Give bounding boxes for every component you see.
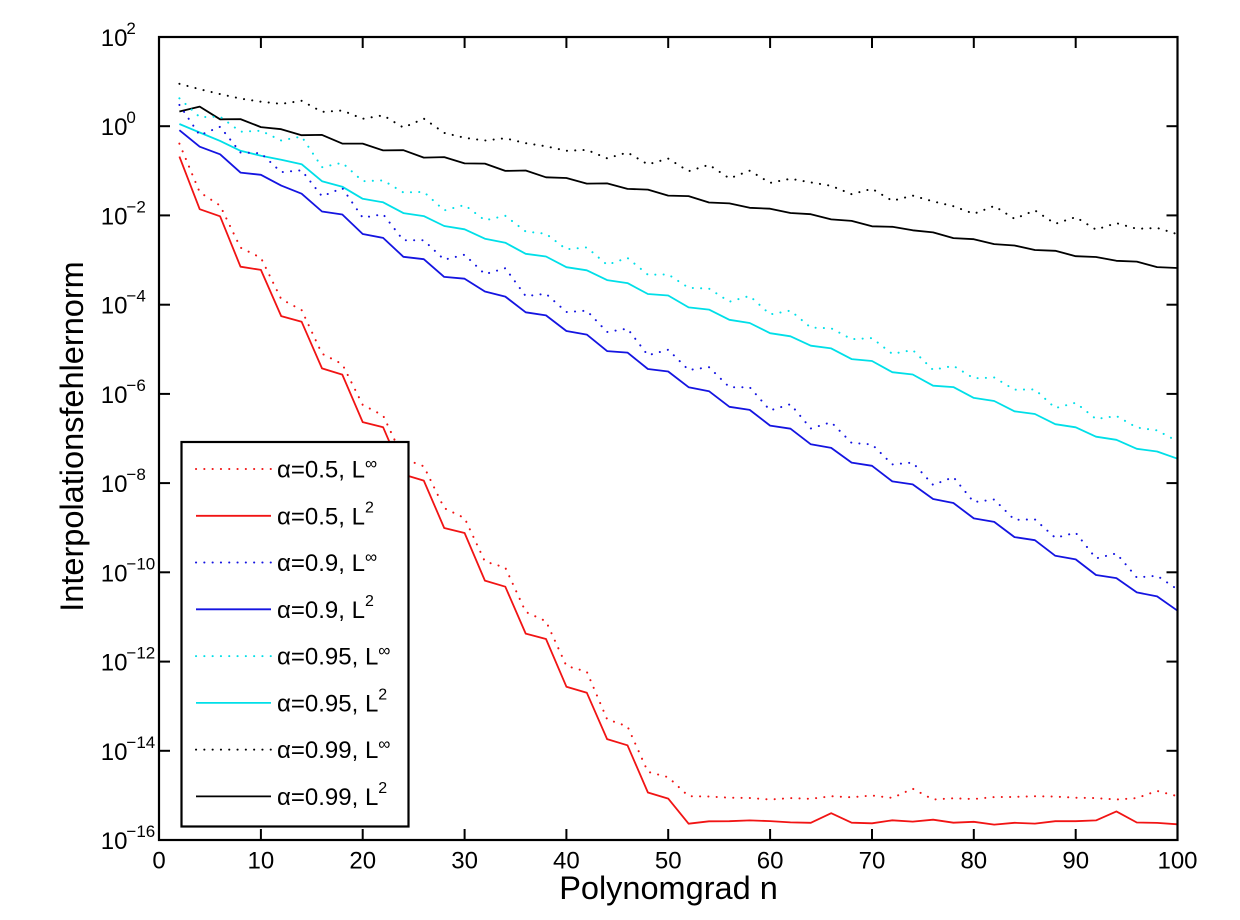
svg-text:10: 10: [101, 471, 128, 498]
svg-text:100: 100: [1157, 848, 1197, 875]
svg-text:α=0.95, L∞: α=0.95, L∞: [277, 641, 390, 671]
svg-text:0: 0: [152, 848, 165, 875]
svg-text:2: 2: [126, 19, 135, 38]
svg-text:20: 20: [349, 848, 376, 875]
svg-text:α=0.99, L2: α=0.99, L2: [277, 780, 387, 811]
svg-text:90: 90: [1062, 848, 1089, 875]
svg-text:40: 40: [553, 848, 580, 875]
svg-text:α=0.5, L2: α=0.5, L2: [277, 499, 374, 530]
svg-text:10: 10: [101, 739, 128, 766]
svg-text:α=0.9, L2: α=0.9, L2: [277, 593, 374, 624]
svg-text:−2: −2: [126, 197, 145, 216]
svg-text:−14: −14: [126, 733, 155, 752]
svg-text:Polynomgrad n: Polynomgrad n: [559, 870, 778, 906]
svg-text:0: 0: [126, 108, 135, 127]
svg-text:10: 10: [101, 25, 128, 52]
svg-text:10: 10: [101, 293, 128, 320]
svg-text:10: 10: [101, 203, 128, 230]
svg-text:Interpolationsfehlernorm: Interpolationsfehlernorm: [54, 261, 90, 611]
svg-text:α=0.5, L∞: α=0.5, L∞: [277, 454, 377, 484]
svg-text:−10: −10: [126, 554, 155, 573]
svg-text:10: 10: [101, 828, 128, 855]
svg-text:α=0.99, L∞: α=0.99, L∞: [277, 735, 390, 765]
svg-text:10: 10: [101, 650, 128, 677]
svg-text:−12: −12: [126, 644, 155, 663]
svg-text:60: 60: [757, 848, 784, 875]
svg-text:−8: −8: [126, 465, 145, 484]
svg-text:50: 50: [655, 848, 682, 875]
svg-text:70: 70: [859, 848, 886, 875]
svg-text:10: 10: [101, 114, 128, 141]
svg-text:10: 10: [101, 560, 128, 587]
svg-text:−16: −16: [126, 822, 155, 841]
svg-text:80: 80: [960, 848, 987, 875]
svg-text:−4: −4: [126, 287, 145, 306]
svg-text:α=0.9, L∞: α=0.9, L∞: [277, 548, 377, 578]
svg-text:α=0.95, L2: α=0.95, L2: [277, 686, 387, 717]
svg-text:10: 10: [248, 848, 275, 875]
svg-text:10: 10: [101, 382, 128, 409]
svg-text:30: 30: [451, 848, 478, 875]
svg-text:−6: −6: [126, 376, 145, 395]
